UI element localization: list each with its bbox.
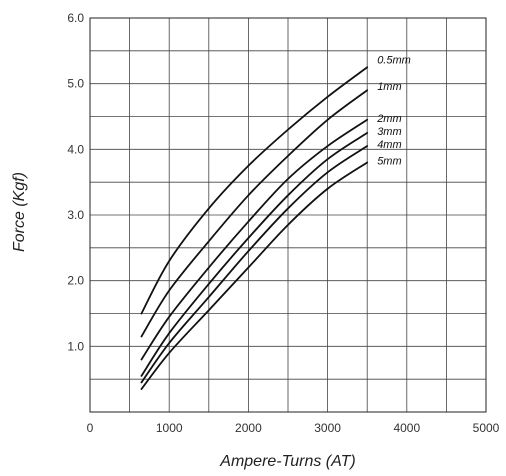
x-tick-label: 1000 xyxy=(156,421,183,435)
grid-layer xyxy=(90,18,486,412)
series-label-2mm: 2mm xyxy=(376,113,401,125)
series-label-0.5mm: 0.5mm xyxy=(377,54,411,66)
x-tick-label: 4000 xyxy=(393,421,420,435)
y-axis-title: Force (Kgf) xyxy=(11,172,28,252)
series-line-0.5mm xyxy=(140,66,369,315)
y-tick-label: 5.0 xyxy=(67,77,84,91)
y-tick-label: 4.0 xyxy=(67,142,84,156)
x-tick-label: 0 xyxy=(87,421,94,435)
series-line-3mm xyxy=(140,132,369,377)
x-tick-label: 3000 xyxy=(314,421,341,435)
y-tick-label: 2.0 xyxy=(67,274,84,288)
y-tick-label: 3.0 xyxy=(67,208,84,222)
x-tick-labels: 0 1000 2000 3000 4000 5000 xyxy=(87,421,500,435)
y-tick-labels: 1.0 2.0 3.0 4.0 5.0 6.0 xyxy=(67,11,84,353)
y-tick-label: 6.0 xyxy=(67,11,84,25)
x-tick-label: 5000 xyxy=(473,421,500,435)
series-label-5mm: 5mm xyxy=(377,155,401,167)
y-tick-label: 1.0 xyxy=(67,339,84,353)
series-line-4mm xyxy=(140,145,369,384)
series-label-3mm: 3mm xyxy=(377,126,401,138)
x-axis-title: Ampere-Turns (AT) xyxy=(219,453,355,470)
series-line-5mm xyxy=(140,161,369,390)
x-tick-label: 2000 xyxy=(235,421,262,435)
series-line-2mm xyxy=(140,118,369,361)
series-layer xyxy=(140,66,369,390)
plot-frame xyxy=(89,17,487,413)
series-label-4mm: 4mm xyxy=(377,139,401,151)
series-line-1mm xyxy=(140,89,369,338)
series-label-1mm: 1mm xyxy=(377,81,401,93)
